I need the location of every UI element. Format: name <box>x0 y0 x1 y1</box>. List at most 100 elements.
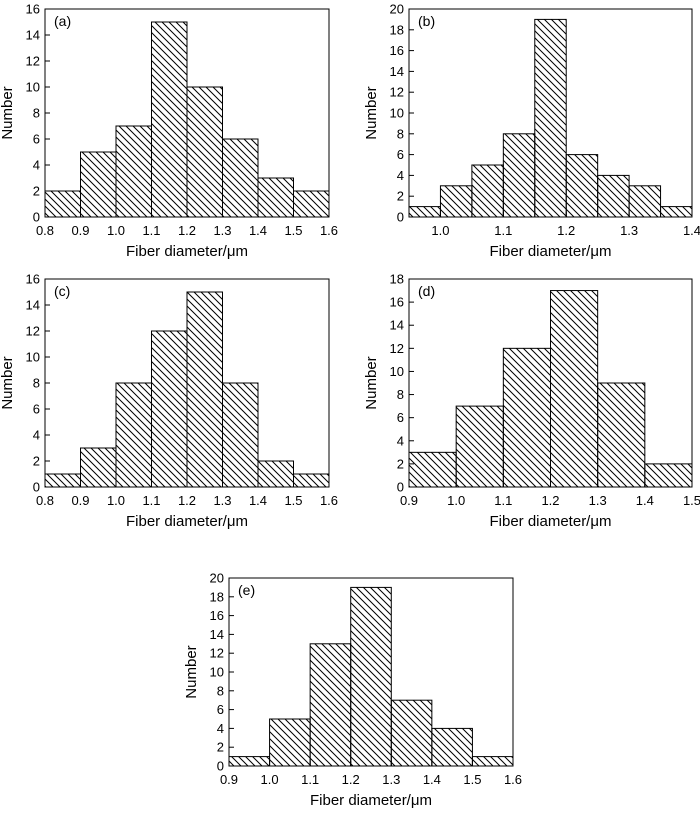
x-tick-label: 1.4 <box>249 493 267 508</box>
histogram-bar <box>151 330 188 488</box>
histogram-bar <box>222 138 259 218</box>
x-tick-label: 0.9 <box>400 493 418 508</box>
x-tick-label: 0.9 <box>71 223 89 238</box>
histogram-bar <box>186 86 223 218</box>
x-tick-label: 1.2 <box>541 493 559 508</box>
x-tick-label: 0.9 <box>71 493 89 508</box>
x-tick-label: 1.5 <box>683 493 700 508</box>
histogram-bar <box>408 451 457 488</box>
y-tick-label: 10 <box>390 364 404 379</box>
y-tick-label: 12 <box>210 646 224 661</box>
x-tick-label: 1.1 <box>301 772 319 787</box>
histogram-bar <box>597 382 646 488</box>
x-axis-title: Fiber diameter/μm <box>126 513 248 530</box>
histogram-bar <box>455 405 504 488</box>
x-tick-label: 1.1 <box>494 493 512 508</box>
y-tick-label: 8 <box>33 106 40 121</box>
y-tick-label: 12 <box>26 324 40 339</box>
y-tick-label: 16 <box>390 43 404 58</box>
y-tick-label: 16 <box>210 608 224 623</box>
histogram-bar <box>44 473 81 488</box>
y-tick-label: 0 <box>33 480 40 495</box>
y-tick-label: 6 <box>397 410 404 425</box>
y-tick-label: 6 <box>33 132 40 147</box>
y-tick-label: 14 <box>210 627 224 642</box>
histogram-bar <box>293 473 330 488</box>
y-tick-label: 0 <box>397 210 404 225</box>
histogram-bar <box>115 382 152 488</box>
histogram-bar <box>471 164 504 218</box>
histogram-bar <box>222 382 259 488</box>
y-tick-label: 12 <box>390 85 404 100</box>
histogram-bar <box>408 206 441 218</box>
x-tick-label: 1.0 <box>107 223 125 238</box>
y-axis-title: Number <box>0 86 16 139</box>
x-tick-label: 1.0 <box>261 772 279 787</box>
y-tick-label: 10 <box>26 350 40 365</box>
y-tick-label: 0 <box>397 480 404 495</box>
histogram-bar <box>293 190 330 218</box>
histogram-bar <box>550 290 599 488</box>
histogram-bar <box>390 699 433 767</box>
panel-label: (b) <box>418 13 435 29</box>
histogram-panel-1: 0.8 0.9 1.0 1.1 1.2 1.3 1.4 1.5 1.6 0 2 4 6 8 10 12 14 16… <box>0 2 338 261</box>
panel-label: (a) <box>54 13 71 29</box>
x-tick-label: 1.3 <box>589 493 607 508</box>
histogram-bar <box>439 185 473 218</box>
y-tick-label: 8 <box>397 387 404 402</box>
y-tick-label: 2 <box>33 454 40 469</box>
x-tick-label: 1.1 <box>142 493 160 508</box>
x-tick-label: 1.2 <box>178 223 196 238</box>
histogram-bar <box>44 190 81 218</box>
y-tick-label: 4 <box>217 721 224 736</box>
y-tick-label: 4 <box>33 428 40 443</box>
histogram-bar <box>151 21 188 218</box>
y-tick-label: 6 <box>217 702 224 717</box>
histogram-bar <box>186 291 223 488</box>
histogram-bar <box>350 586 392 767</box>
histogram-bar <box>565 154 599 218</box>
histogram-bar <box>257 460 294 488</box>
y-tick-label: 14 <box>390 64 404 79</box>
x-axis-title: Fiber diameter/μm <box>489 243 611 260</box>
x-tick-label: 1.4 <box>683 223 700 238</box>
histogram-bar <box>628 185 662 218</box>
x-tick-label: 1.0 <box>447 493 465 508</box>
histogram-bar <box>228 756 271 767</box>
y-tick-label: 14 <box>390 318 404 333</box>
histogram-bar <box>80 447 117 488</box>
y-tick-label: 14 <box>26 28 40 43</box>
panel-label: (d) <box>418 283 435 299</box>
histogram-bar <box>309 643 352 767</box>
histogram-bar <box>471 756 514 767</box>
y-tick-label: 2 <box>217 740 224 755</box>
y-axis-title: Number <box>183 645 200 698</box>
y-tick-label: 0 <box>217 759 224 774</box>
x-tick-label: 1.2 <box>342 772 360 787</box>
histogram-bar <box>257 177 294 218</box>
y-tick-label: 14 <box>26 298 40 313</box>
x-tick-label: 1.0 <box>431 223 449 238</box>
histogram-bar <box>502 133 536 218</box>
x-tick-label: 1.3 <box>382 772 400 787</box>
y-tick-label: 6 <box>397 147 404 162</box>
x-tick-label: 1.3 <box>213 493 231 508</box>
histogram-bar <box>534 18 567 218</box>
y-axis-title: Number <box>0 356 16 409</box>
x-axis-title: Fiber diameter/μm <box>310 792 432 809</box>
histogram-bar <box>502 347 552 488</box>
x-tick-label: 1.3 <box>620 223 638 238</box>
x-tick-label: 1.0 <box>107 493 125 508</box>
y-tick-label: 18 <box>210 589 224 604</box>
x-tick-label: 1.1 <box>142 223 160 238</box>
y-tick-label: 4 <box>397 168 404 183</box>
y-tick-label: 16 <box>390 295 404 310</box>
panel-label: (e) <box>238 582 255 598</box>
x-tick-label: 1.5 <box>463 772 481 787</box>
y-tick-label: 18 <box>390 22 404 37</box>
x-tick-label: 1.4 <box>249 223 267 238</box>
x-tick-label: 1.6 <box>320 223 338 238</box>
panel-label: (c) <box>54 283 70 299</box>
x-tick-label: 1.2 <box>178 493 196 508</box>
